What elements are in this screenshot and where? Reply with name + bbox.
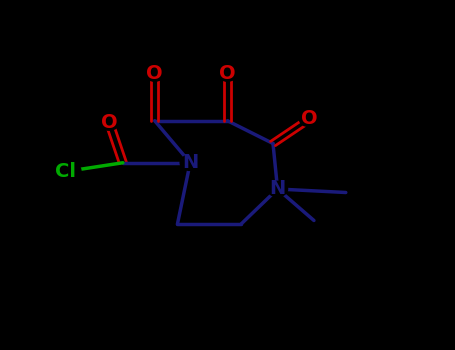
Text: O: O: [301, 110, 318, 128]
Text: Cl: Cl: [56, 162, 76, 181]
Text: N: N: [269, 180, 286, 198]
Circle shape: [180, 155, 200, 170]
Circle shape: [299, 111, 319, 127]
Text: N: N: [182, 153, 198, 172]
Circle shape: [217, 66, 238, 81]
Circle shape: [99, 115, 119, 130]
Circle shape: [51, 160, 81, 183]
Text: O: O: [219, 64, 236, 83]
Text: O: O: [101, 113, 117, 132]
Circle shape: [268, 181, 288, 197]
Circle shape: [145, 66, 165, 81]
Text: O: O: [147, 64, 163, 83]
